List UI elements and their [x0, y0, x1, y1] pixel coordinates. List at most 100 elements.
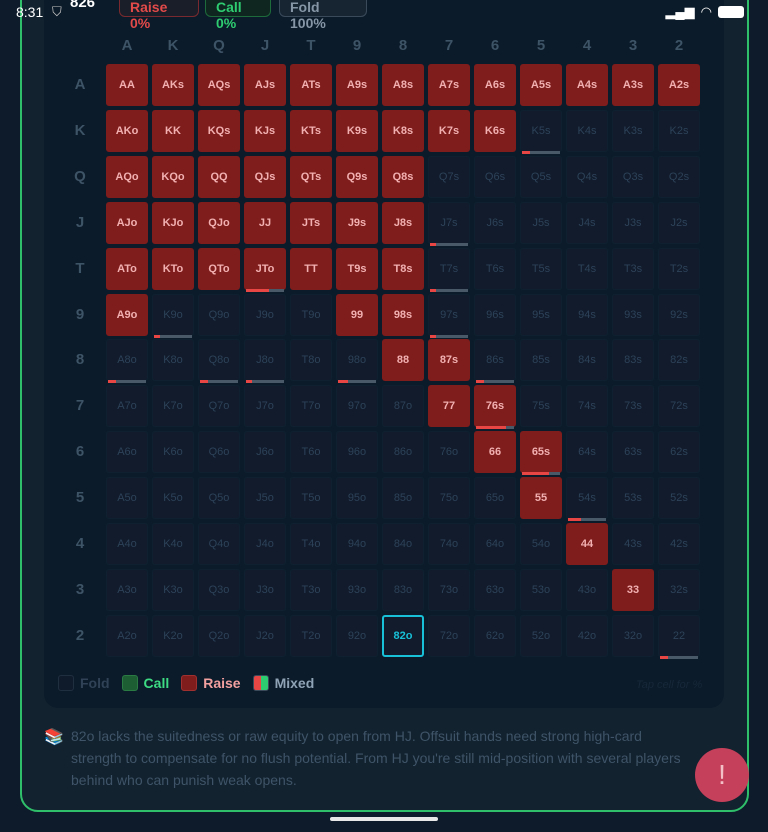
hand-cell[interactable]: 63o: [474, 568, 516, 611]
hand-cell[interactable]: Q8s: [382, 155, 424, 198]
hand-cell[interactable]: Q4o: [198, 523, 240, 565]
hand-cell[interactable]: Q8o: [198, 339, 240, 384]
hand-cell[interactable]: 95o: [336, 477, 378, 520]
hand-cell[interactable]: J5o: [244, 477, 286, 520]
hand-cell[interactable]: J7s: [428, 201, 470, 246]
hand-cell[interactable]: JTo: [244, 247, 286, 292]
hand-cell[interactable]: T4s: [566, 247, 608, 290]
hand-cell[interactable]: AJo: [106, 201, 148, 244]
hand-cell[interactable]: 72s: [658, 385, 700, 428]
hand-cell[interactable]: J3o: [244, 568, 286, 611]
hand-cell[interactable]: 83o: [382, 568, 424, 611]
hand-cell[interactable]: K5s: [520, 109, 562, 154]
hand-cell[interactable]: 32o: [612, 614, 654, 657]
hand-cell[interactable]: K5o: [152, 477, 194, 520]
hand-cell[interactable]: A8s: [382, 64, 424, 106]
hand-cell[interactable]: K7o: [152, 385, 194, 428]
hand-cell[interactable]: A2s: [658, 64, 700, 106]
hand-cell[interactable]: TT: [290, 247, 332, 290]
hand-cell[interactable]: T6s: [474, 247, 516, 290]
hand-cell[interactable]: J2s: [658, 201, 700, 244]
hand-cell[interactable]: QJs: [244, 155, 286, 198]
hand-cell[interactable]: 98s: [382, 293, 424, 336]
hand-cell[interactable]: J6o: [244, 431, 286, 474]
hand-cell[interactable]: J9o: [244, 293, 286, 336]
hand-cell[interactable]: 62o: [474, 614, 516, 657]
hand-cell[interactable]: 65s: [520, 431, 562, 476]
hand-cell[interactable]: 74o: [428, 523, 470, 565]
hand-cell[interactable]: 74s: [566, 385, 608, 428]
hand-cell[interactable]: K6s: [474, 109, 516, 152]
hand-cell[interactable]: KQo: [152, 155, 194, 198]
hand-cell[interactable]: 96o: [336, 431, 378, 474]
hand-cell[interactable]: 64s: [566, 431, 608, 474]
hand-cell[interactable]: J6s: [474, 201, 516, 244]
hand-cell[interactable]: 86o: [382, 431, 424, 474]
hand-cell[interactable]: 84s: [566, 339, 608, 382]
hand-cell[interactable]: 93s: [612, 293, 654, 336]
hand-cell[interactable]: K6o: [152, 431, 194, 474]
hand-cell[interactable]: T3s: [612, 247, 654, 290]
hand-cell[interactable]: A6o: [106, 431, 148, 474]
hand-cell[interactable]: 52s: [658, 477, 700, 520]
hand-cell[interactable]: T5s: [520, 247, 562, 290]
hand-cell[interactable]: J9s: [336, 201, 378, 244]
hand-cell[interactable]: T9s: [336, 247, 378, 290]
hand-cell[interactable]: J3s: [612, 201, 654, 244]
hand-cell[interactable]: T8s: [382, 247, 424, 290]
hand-cell[interactable]: ATo: [106, 247, 148, 290]
hand-cell[interactable]: A8o: [106, 339, 148, 384]
hand-cell[interactable]: 43s: [612, 523, 654, 565]
hand-cell[interactable]: 92o: [336, 614, 378, 657]
hand-cell[interactable]: K9o: [152, 293, 194, 338]
hand-cell[interactable]: 75s: [520, 385, 562, 428]
hand-cell[interactable]: KTo: [152, 247, 194, 290]
hand-cell[interactable]: KK: [152, 109, 194, 152]
hand-cell[interactable]: 85o: [382, 477, 424, 520]
hand-cell[interactable]: T4o: [290, 523, 332, 565]
hand-cell[interactable]: 54o: [520, 523, 562, 565]
hand-cell[interactable]: 64o: [474, 523, 516, 565]
hand-cell[interactable]: T2o: [290, 614, 332, 657]
hand-cell[interactable]: AA: [106, 64, 148, 106]
hand-cell[interactable]: 83s: [612, 339, 654, 382]
hand-cell[interactable]: J8s: [382, 201, 424, 244]
hand-cell[interactable]: 94o: [336, 523, 378, 565]
hand-cell[interactable]: Q7o: [198, 385, 240, 428]
hand-cell[interactable]: 54s: [566, 477, 608, 522]
hand-cell[interactable]: J5s: [520, 201, 562, 244]
hand-cell[interactable]: QTs: [290, 155, 332, 198]
hand-cell[interactable]: J7o: [244, 385, 286, 428]
hand-cell[interactable]: 88: [382, 339, 424, 382]
hand-cell[interactable]: QTo: [198, 247, 240, 290]
home-indicator[interactable]: [330, 817, 438, 821]
hand-cell[interactable]: K8s: [382, 109, 424, 152]
hand-cell[interactable]: 85s: [520, 339, 562, 382]
hand-cell[interactable]: 42o: [566, 614, 608, 657]
hand-cell[interactable]: K7s: [428, 109, 470, 152]
hand-cell[interactable]: AJs: [244, 64, 286, 106]
hand-cell[interactable]: A7s: [428, 64, 470, 106]
hand-cell[interactable]: A5s: [520, 64, 562, 106]
fold-filter-button[interactable]: Fold 100%: [279, 0, 367, 31]
hand-cell[interactable]: A6s: [474, 64, 516, 106]
hand-cell[interactable]: 73s: [612, 385, 654, 428]
hand-cell[interactable]: 65o: [474, 477, 516, 520]
hand-cell[interactable]: Q7s: [428, 155, 470, 198]
hand-cell[interactable]: Q4s: [566, 155, 608, 198]
hand-cell[interactable]: 53s: [612, 477, 654, 520]
hand-cell[interactable]: Q3s: [612, 155, 654, 198]
hand-cell[interactable]: A9o: [106, 293, 148, 336]
hand-cell[interactable]: KJs: [244, 109, 286, 152]
hand-cell[interactable]: Q9s: [336, 155, 378, 198]
hand-cell[interactable]: 94s: [566, 293, 608, 336]
hand-cell[interactable]: 55: [520, 477, 562, 520]
hand-cell[interactable]: 76o: [428, 431, 470, 474]
raise-filter-button[interactable]: Raise 0%: [119, 0, 199, 31]
hand-cell[interactable]: A5o: [106, 477, 148, 520]
hand-cell[interactable]: 87o: [382, 385, 424, 428]
hand-cell[interactable]: J2o: [244, 614, 286, 657]
hand-cell[interactable]: T9o: [290, 293, 332, 336]
hand-cell[interactable]: 98o: [336, 339, 378, 384]
hand-cell[interactable]: AQo: [106, 155, 148, 198]
